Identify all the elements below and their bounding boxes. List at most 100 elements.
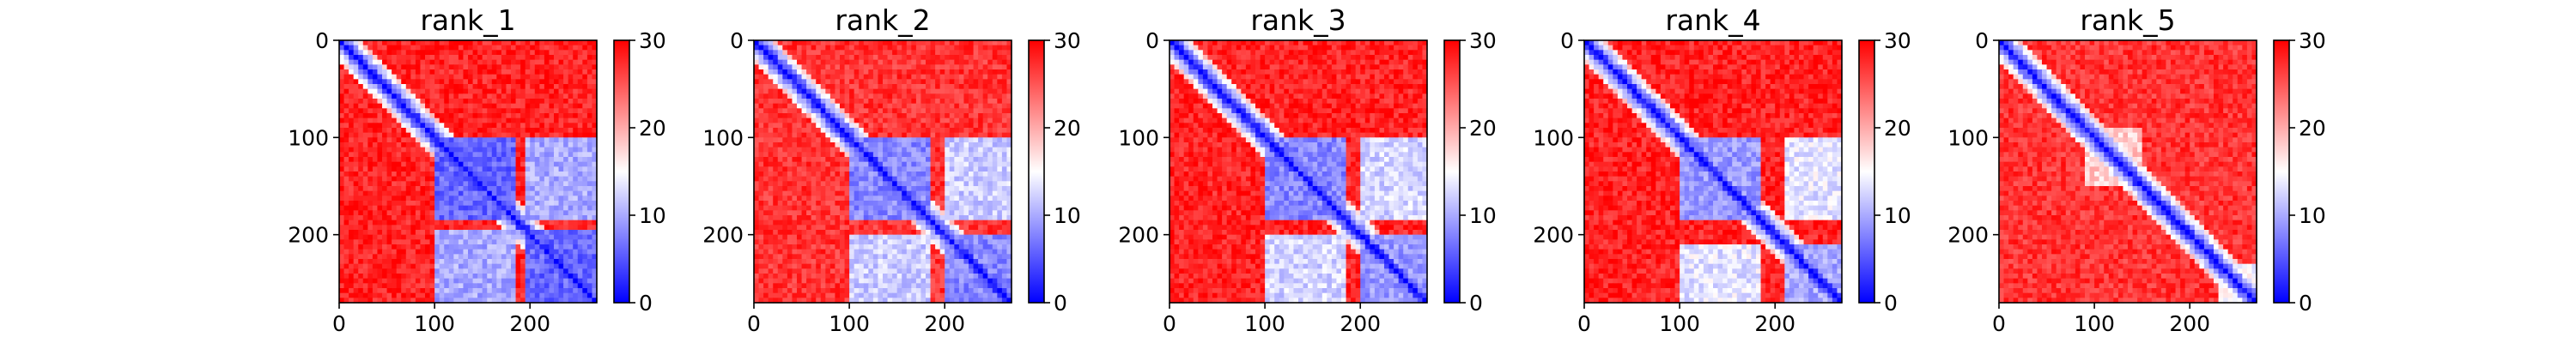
heatmap-cell bbox=[573, 278, 579, 284]
heatmap-cell bbox=[405, 142, 411, 148]
heatmap-cell bbox=[844, 55, 850, 61]
heatmap-cell bbox=[362, 128, 368, 134]
heatmap-cell bbox=[539, 215, 545, 221]
heatmap-cell bbox=[339, 108, 345, 114]
heatmap-cell bbox=[820, 45, 826, 51]
heatmap-cell bbox=[573, 117, 579, 123]
heatmap-cell bbox=[782, 152, 788, 158]
heatmap-cell bbox=[797, 99, 803, 105]
heatmap-cell bbox=[982, 93, 988, 99]
heatmap-cell bbox=[368, 88, 374, 94]
heatmap-cell bbox=[501, 128, 507, 134]
heatmap-cell bbox=[525, 205, 531, 211]
heatmap-cell bbox=[415, 249, 422, 255]
heatmap-cell bbox=[349, 142, 355, 148]
heatmap-cell bbox=[982, 40, 988, 46]
heatmap-cell bbox=[343, 93, 349, 99]
heatmap-cell bbox=[863, 152, 869, 158]
heatmap-cell bbox=[463, 88, 469, 94]
heatmap-cell bbox=[568, 259, 574, 265]
heatmap-cell bbox=[477, 137, 483, 143]
heatmap-cell bbox=[859, 147, 865, 153]
heatmap-cell bbox=[801, 152, 807, 158]
heatmap-cell bbox=[444, 239, 450, 245]
heatmap-cell bbox=[963, 59, 969, 65]
heatmap-cell bbox=[453, 263, 459, 269]
heatmap-cell bbox=[935, 132, 941, 138]
heatmap-cell bbox=[420, 186, 426, 192]
heatmap-cell bbox=[997, 128, 1003, 134]
heatmap-cell bbox=[887, 196, 893, 202]
heatmap-cell bbox=[844, 161, 850, 167]
heatmap-cell bbox=[592, 161, 598, 167]
heatmap-cell bbox=[520, 45, 526, 51]
heatmap-cell bbox=[487, 152, 493, 158]
heatmap-cell bbox=[892, 147, 898, 153]
heatmap-cell bbox=[573, 268, 579, 274]
heatmap-cell bbox=[915, 84, 922, 90]
heatmap-cell bbox=[434, 117, 440, 123]
heatmap-cell bbox=[844, 117, 850, 123]
heatmap-cell bbox=[973, 157, 979, 163]
heatmap-cell bbox=[453, 254, 459, 260]
heatmap-cell bbox=[577, 161, 583, 167]
heatmap-cell bbox=[444, 249, 450, 255]
heatmap-cell bbox=[935, 99, 941, 105]
heatmap-cell bbox=[506, 59, 512, 65]
heatmap-cell bbox=[787, 50, 793, 56]
heatmap-cell bbox=[453, 93, 459, 99]
heatmap-cell bbox=[444, 205, 450, 211]
heatmap-cell bbox=[554, 274, 560, 280]
heatmap-cell bbox=[353, 225, 359, 231]
heatmap-cell bbox=[472, 132, 478, 138]
heatmap-cell bbox=[396, 99, 402, 105]
heatmap-cell bbox=[958, 93, 965, 99]
heatmap-cell bbox=[453, 186, 459, 192]
heatmap-cell bbox=[530, 239, 536, 245]
heatmap-cell bbox=[372, 108, 379, 114]
heatmap-cell bbox=[415, 108, 422, 114]
heatmap-cell bbox=[820, 59, 826, 65]
heatmap-cell bbox=[797, 64, 803, 70]
heatmap-cell bbox=[859, 172, 865, 178]
heatmap-cell bbox=[377, 249, 383, 255]
heatmap-cell bbox=[477, 84, 483, 90]
heatmap-cell bbox=[372, 74, 379, 80]
heatmap-cell bbox=[954, 103, 960, 109]
heatmap-cell bbox=[444, 142, 450, 148]
x-tick-label: 0 bbox=[332, 311, 346, 336]
heatmap-cell bbox=[425, 123, 431, 129]
heatmap-cell bbox=[868, 157, 874, 163]
heatmap-cell bbox=[973, 142, 979, 148]
heatmap-cell bbox=[920, 113, 927, 119]
heatmap-cell bbox=[577, 274, 583, 280]
heatmap-cell bbox=[840, 166, 846, 172]
heatmap-cell bbox=[463, 230, 469, 236]
heatmap-cell bbox=[782, 147, 788, 153]
heatmap-cell bbox=[530, 283, 536, 289]
heatmap-cell bbox=[782, 50, 788, 56]
heatmap-cell bbox=[577, 259, 583, 265]
heatmap-cell bbox=[883, 201, 889, 207]
heatmap-cell bbox=[477, 176, 483, 182]
heatmap-cell bbox=[958, 172, 965, 178]
heatmap-cell bbox=[926, 132, 932, 138]
heatmap-cell bbox=[829, 205, 836, 211]
heatmap-cell bbox=[372, 103, 379, 109]
heatmap-cell bbox=[558, 254, 564, 260]
heatmap-cell bbox=[777, 40, 783, 46]
heatmap-cell bbox=[439, 254, 445, 260]
heatmap-cell bbox=[863, 190, 869, 196]
heatmap-cell bbox=[915, 123, 922, 129]
heatmap-cell bbox=[920, 84, 927, 90]
heatmap-cell bbox=[840, 93, 846, 99]
heatmap-cell bbox=[782, 59, 788, 65]
heatmap-cell bbox=[911, 128, 917, 134]
heatmap-cell bbox=[372, 84, 379, 90]
heatmap-cell bbox=[377, 274, 383, 280]
heatmap-cell bbox=[425, 147, 431, 153]
heatmap-cell bbox=[420, 103, 426, 109]
heatmap-cell bbox=[386, 40, 392, 46]
heatmap-cell bbox=[372, 196, 379, 202]
heatmap-cell bbox=[878, 123, 884, 129]
